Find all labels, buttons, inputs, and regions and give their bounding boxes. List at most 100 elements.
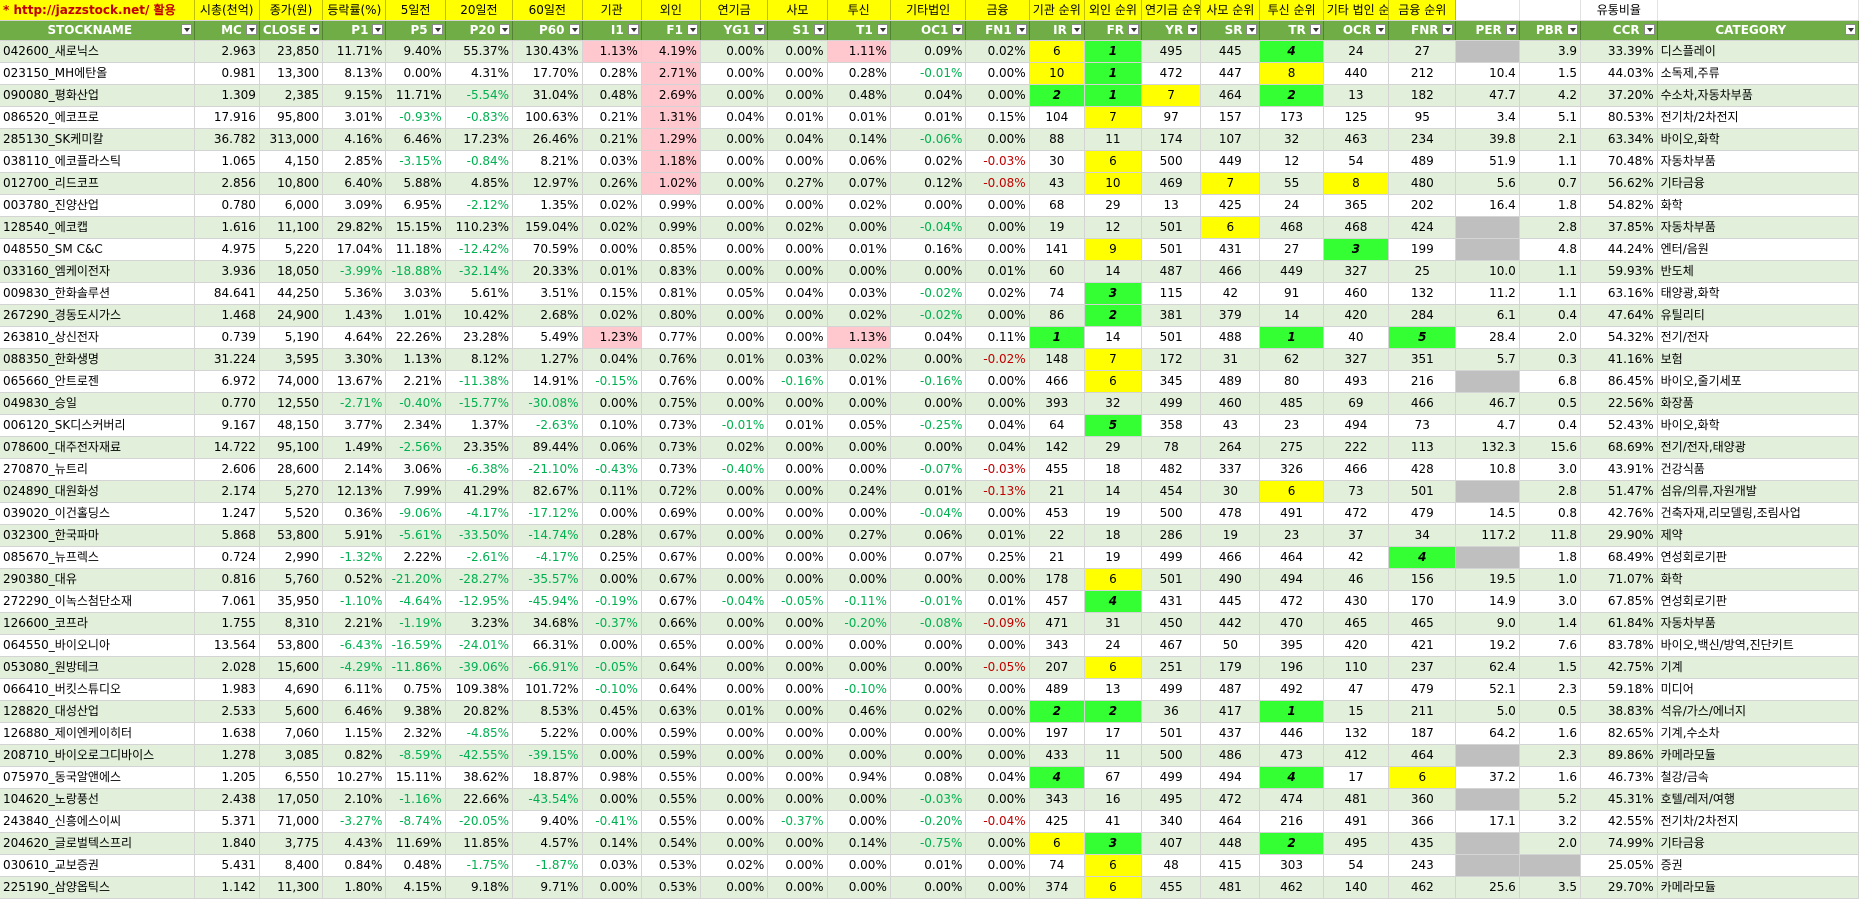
filter-dropdown-icon[interactable] xyxy=(1567,24,1579,35)
cell-ocr[interactable]: 420 xyxy=(1323,634,1390,657)
cell-close[interactable]: 71,000 xyxy=(259,810,324,833)
cell-ocr[interactable]: 24 xyxy=(1323,40,1390,63)
cell-stockname[interactable]: 049830_승일 xyxy=(0,392,195,415)
cell-stockname[interactable]: 065660_안트로젠 xyxy=(0,370,195,393)
cell-oc1[interactable]: 0.00% xyxy=(890,392,967,415)
cell-fnr[interactable]: 428 xyxy=(1388,458,1457,481)
cell-p20[interactable]: -2.12% xyxy=(445,194,514,217)
cell-oc1[interactable]: -0.25% xyxy=(890,414,967,437)
cell-fr[interactable]: 6 xyxy=(1084,656,1143,679)
cell-mc[interactable]: 5.868 xyxy=(194,524,260,547)
cell-ocr[interactable]: 54 xyxy=(1323,150,1390,173)
cell-p20[interactable]: 20.82% xyxy=(445,700,514,723)
cell-oc1[interactable]: -0.01% xyxy=(890,590,967,613)
cell-yr[interactable]: 345 xyxy=(1141,370,1202,393)
cell-f1[interactable]: 0.77% xyxy=(641,326,701,349)
cell-p5[interactable]: 2.32% xyxy=(385,722,446,745)
cell-fn1[interactable]: 0.00% xyxy=(965,304,1030,327)
cell-fnr[interactable]: 489 xyxy=(1388,150,1457,173)
cell-pbr[interactable]: 2.0 xyxy=(1519,832,1582,855)
cell-ir[interactable]: 197 xyxy=(1029,722,1085,745)
cell-close[interactable]: 24,900 xyxy=(259,304,324,327)
filter-dropdown-icon[interactable] xyxy=(754,24,766,35)
cell-p20[interactable]: -1.75% xyxy=(445,854,514,877)
cell-i1[interactable]: -0.10% xyxy=(582,678,642,701)
cell-f1[interactable]: 0.81% xyxy=(641,282,701,305)
cell-mc[interactable]: 0.724 xyxy=(194,546,260,569)
cell-close[interactable]: 5,600 xyxy=(259,700,324,723)
cell-f1[interactable]: 0.63% xyxy=(641,700,701,723)
cell-i1[interactable]: -0.41% xyxy=(582,810,642,833)
cell-fn1[interactable]: 0.04% xyxy=(965,436,1030,459)
cell-i1[interactable]: 0.00% xyxy=(582,788,642,811)
cell-per[interactable]: 62.4 xyxy=(1455,656,1520,679)
column-header-tr[interactable]: TR xyxy=(1259,20,1324,41)
cell-sr[interactable]: 464 xyxy=(1200,810,1261,833)
cell-mc[interactable]: 31.224 xyxy=(194,348,260,371)
cell-ccr[interactable]: 43.91% xyxy=(1580,458,1658,481)
cell-stockname[interactable]: 003780_진양산업 xyxy=(0,194,195,217)
cell-i1[interactable]: -0.43% xyxy=(582,458,642,481)
cell-sr[interactable]: 107 xyxy=(1200,128,1261,151)
cell-oc1[interactable]: 0.01% xyxy=(890,480,967,503)
cell-sr[interactable]: 445 xyxy=(1200,590,1261,613)
cell-s1[interactable]: 0.00% xyxy=(767,62,828,85)
column-header-yr[interactable]: YR xyxy=(1141,20,1202,41)
cell-s1[interactable]: 0.00% xyxy=(767,480,828,503)
cell-p1[interactable]: 9.15% xyxy=(322,84,387,107)
cell-tr[interactable]: 446 xyxy=(1259,722,1324,745)
cell-close[interactable]: 313,000 xyxy=(259,128,324,151)
cell-ccr[interactable]: 33.39% xyxy=(1580,40,1658,63)
cell-t1[interactable]: 0.24% xyxy=(827,480,891,503)
cell-ir[interactable]: 88 xyxy=(1029,128,1085,151)
cell-per[interactable] xyxy=(1455,238,1520,261)
cell-p60[interactable]: -39.15% xyxy=(512,744,583,767)
cell-pbr[interactable]: 0.4 xyxy=(1519,304,1582,327)
cell-close[interactable]: 15,600 xyxy=(259,656,324,679)
cell-ccr[interactable]: 56.62% xyxy=(1580,172,1658,195)
cell-mc[interactable]: 36.782 xyxy=(194,128,260,151)
cell-category[interactable]: 기계 xyxy=(1657,656,1859,679)
cell-stockname[interactable]: 086520_에코프로 xyxy=(0,106,195,129)
cell-yg1[interactable]: 0.00% xyxy=(700,744,769,767)
cell-tr[interactable]: 2 xyxy=(1259,832,1324,855)
cell-fnr[interactable]: 113 xyxy=(1388,436,1457,459)
cell-i1[interactable]: 0.98% xyxy=(582,766,642,789)
cell-mc[interactable]: 14.722 xyxy=(194,436,260,459)
cell-ccr[interactable]: 68.49% xyxy=(1580,546,1658,569)
cell-tr[interactable]: 12 xyxy=(1259,150,1324,173)
cell-fnr[interactable]: 156 xyxy=(1388,568,1457,591)
cell-stockname[interactable]: 285130_SK케미칼 xyxy=(0,128,195,151)
cell-category[interactable]: 자동차부품 xyxy=(1657,150,1859,173)
cell-fr[interactable]: 16 xyxy=(1084,788,1143,811)
cell-yr[interactable]: 501 xyxy=(1141,216,1202,239)
cell-s1[interactable]: 0.04% xyxy=(767,128,828,151)
cell-yr[interactable]: 501 xyxy=(1141,326,1202,349)
cell-sr[interactable]: 31 xyxy=(1200,348,1261,371)
cell-p60[interactable]: -4.17% xyxy=(512,546,583,569)
cell-yg1[interactable]: 0.00% xyxy=(700,40,769,63)
cell-category[interactable]: 호텔/레저/여행 xyxy=(1657,788,1859,811)
cell-p60[interactable]: 31.04% xyxy=(512,84,583,107)
cell-yg1[interactable]: 0.00% xyxy=(700,128,769,151)
cell-p5[interactable]: -9.06% xyxy=(385,502,446,525)
cell-yr[interactable]: 495 xyxy=(1141,788,1202,811)
table-row[interactable]: 208710_바이오로그디바이스 1.278 3,085 0.82% -8.59% -42… xyxy=(0,744,1859,767)
table-row[interactable]: 290380_대유 0.816 5,760 0.52% -21.20% -28.27% -3… xyxy=(0,568,1859,591)
cell-pbr[interactable]: 2.3 xyxy=(1519,744,1582,767)
cell-ocr[interactable]: 495 xyxy=(1323,832,1390,855)
filter-dropdown-icon[interactable] xyxy=(309,24,321,35)
cell-yg1[interactable]: 0.00% xyxy=(700,678,769,701)
cell-yg1[interactable]: 0.00% xyxy=(700,194,769,217)
table-row[interactable]: 285130_SK케미칼 36.782 313,000 4.16% 6.46% 17.23… xyxy=(0,128,1859,151)
cell-p20[interactable]: 109.38% xyxy=(445,678,514,701)
cell-ir[interactable]: 10 xyxy=(1029,62,1085,85)
cell-category[interactable]: 디스플레이 xyxy=(1657,40,1859,63)
cell-sr[interactable]: 449 xyxy=(1200,150,1261,173)
cell-oc1[interactable]: 0.00% xyxy=(890,744,967,767)
cell-yr[interactable]: 500 xyxy=(1141,150,1202,173)
cell-ccr[interactable]: 71.07% xyxy=(1580,568,1658,591)
cell-t1[interactable]: 0.00% xyxy=(827,876,891,899)
cell-p1[interactable]: 17.04% xyxy=(322,238,387,261)
cell-category[interactable]: 엔터/음원 xyxy=(1657,238,1859,261)
